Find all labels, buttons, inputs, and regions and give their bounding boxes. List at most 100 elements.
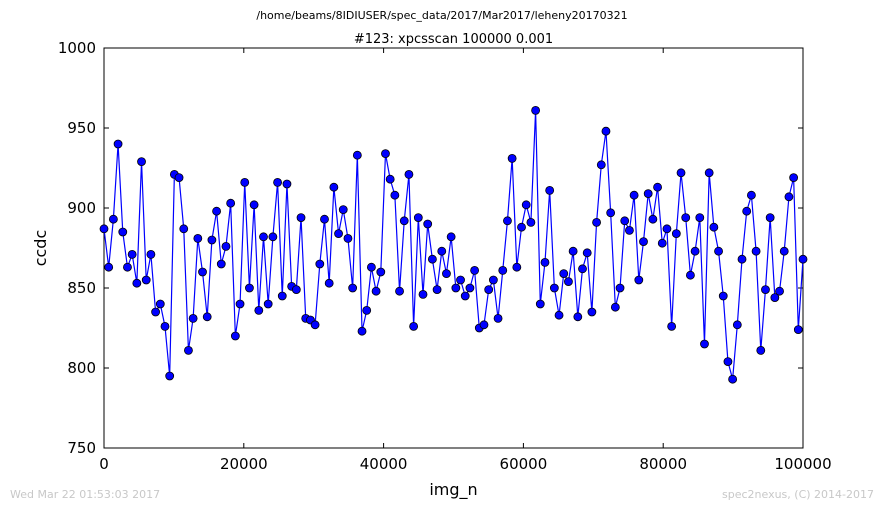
data-point xyxy=(174,173,184,183)
data-point xyxy=(718,291,728,301)
data-point xyxy=(193,233,203,243)
data-point xyxy=(629,190,639,200)
data-point xyxy=(418,289,428,299)
data-point xyxy=(352,150,362,160)
data-point xyxy=(573,312,583,322)
y-tick-label: 900 xyxy=(67,199,96,217)
data-point xyxy=(324,278,334,288)
data-point xyxy=(442,269,451,279)
data-point xyxy=(137,157,146,167)
data-point xyxy=(245,283,254,293)
data-point xyxy=(390,190,400,200)
x-tick-label: 20000 xyxy=(220,455,268,473)
data-point xyxy=(263,299,273,309)
data-point xyxy=(723,357,733,367)
data-point xyxy=(686,270,695,280)
data-point xyxy=(498,265,508,275)
data-point xyxy=(395,286,404,296)
data-point xyxy=(179,224,189,234)
data-point xyxy=(568,246,578,256)
footer-credit: spec2nexus, (C) 2014-2017 xyxy=(722,488,874,501)
data-point xyxy=(596,160,606,170)
data-point xyxy=(554,310,564,320)
data-point xyxy=(456,275,465,285)
data-point xyxy=(460,291,470,301)
data-point xyxy=(184,345,193,355)
data-point xyxy=(404,169,414,179)
data-point xyxy=(488,275,498,285)
data-point xyxy=(662,224,672,234)
data-point xyxy=(493,313,503,323)
data-point xyxy=(273,177,282,187)
data-point xyxy=(559,269,569,279)
data-point xyxy=(132,278,142,288)
data-point xyxy=(221,241,231,251)
data-point xyxy=(376,267,386,277)
data-point xyxy=(240,177,250,187)
data-point xyxy=(207,235,217,245)
data-point xyxy=(160,321,170,331)
data-point xyxy=(291,285,301,295)
data-point xyxy=(643,189,653,199)
data-point xyxy=(423,219,433,229)
data-point xyxy=(113,139,123,149)
data-point xyxy=(357,326,367,336)
data-point xyxy=(610,302,620,312)
data-point xyxy=(620,216,630,226)
x-axis-label: img_n xyxy=(429,480,477,500)
data-point xyxy=(503,216,512,226)
data-point xyxy=(779,246,789,256)
data-point xyxy=(198,267,207,277)
data-point xyxy=(535,299,545,309)
data-point xyxy=(146,249,156,259)
data-point xyxy=(751,246,761,256)
data-point xyxy=(653,182,662,192)
y-tick-label: 950 xyxy=(67,119,96,137)
data-point xyxy=(606,208,616,218)
data-point xyxy=(798,254,808,264)
file-path: /home/beams/8IDIUSER/spec_data/2017/Mar2… xyxy=(256,9,627,22)
data-point xyxy=(127,249,137,259)
data-point xyxy=(235,299,245,309)
data-point xyxy=(582,248,592,258)
data-point xyxy=(578,264,587,274)
data-point xyxy=(104,262,114,272)
data-point xyxy=(587,307,597,317)
y-tick-label: 850 xyxy=(67,279,96,297)
data-point xyxy=(639,237,648,247)
data-point xyxy=(446,232,456,242)
plot-area xyxy=(103,47,804,449)
data-point xyxy=(99,224,109,234)
series-points xyxy=(99,106,808,384)
data-point xyxy=(756,345,766,355)
data-point xyxy=(784,192,794,202)
data-point xyxy=(277,291,287,301)
footer-timestamp: Wed Mar 22 01:53:03 2017 xyxy=(10,488,160,501)
data-point xyxy=(123,262,132,272)
data-point xyxy=(338,205,348,215)
series-line xyxy=(103,110,804,380)
data-point xyxy=(371,286,381,296)
data-point xyxy=(381,149,390,159)
data-point xyxy=(165,371,175,381)
data-point xyxy=(296,213,306,223)
data-point xyxy=(765,213,775,223)
data-point xyxy=(634,275,644,285)
data-point xyxy=(681,213,691,223)
data-point xyxy=(268,232,278,242)
data-point xyxy=(695,213,705,223)
data-point xyxy=(348,283,358,293)
data-point xyxy=(155,299,165,309)
data-point xyxy=(254,305,264,315)
data-point xyxy=(789,173,799,183)
data-point xyxy=(517,222,526,232)
data-point xyxy=(479,320,489,330)
data-point xyxy=(141,275,151,285)
data-point xyxy=(592,217,601,227)
data-point xyxy=(521,200,531,210)
data-point xyxy=(226,198,236,208)
data-point xyxy=(531,106,540,115)
data-point xyxy=(775,286,784,296)
data-point xyxy=(427,254,437,264)
